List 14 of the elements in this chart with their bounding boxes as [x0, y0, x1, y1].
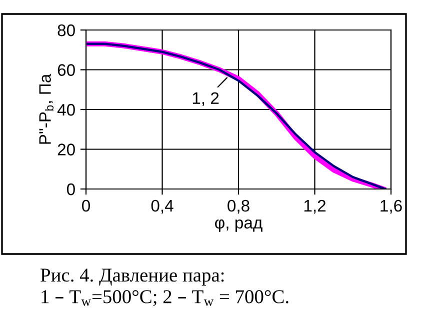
- x-tick-label: 1,6: [380, 200, 402, 214]
- x-tick-label: 0,4: [151, 200, 174, 214]
- y-tick-label: 0: [66, 183, 75, 196]
- y-tick-label: 80: [58, 24, 75, 36]
- y-tick-label: 20: [58, 144, 75, 156]
- y-tick-label: 40: [57, 104, 75, 116]
- text: Рис. 4. Давление пара: 1 – T$_{w}$=500°C; 2 – T$_{w}$ = 700°C.: [40, 268, 288, 306]
- y-axis-title: P"-P$_{b}$, Па: [39, 74, 54, 144]
- x-tick-label: 0,8: [228, 200, 250, 214]
- annotation: 1, 2: [192, 92, 219, 106]
- y-tick-label: 60: [58, 64, 75, 76]
- x-axis-title: φ, рад: [215, 219, 262, 232]
- x-tick-label: 0: [82, 200, 90, 212]
- x-tick-label: 1,2: [304, 200, 326, 214]
